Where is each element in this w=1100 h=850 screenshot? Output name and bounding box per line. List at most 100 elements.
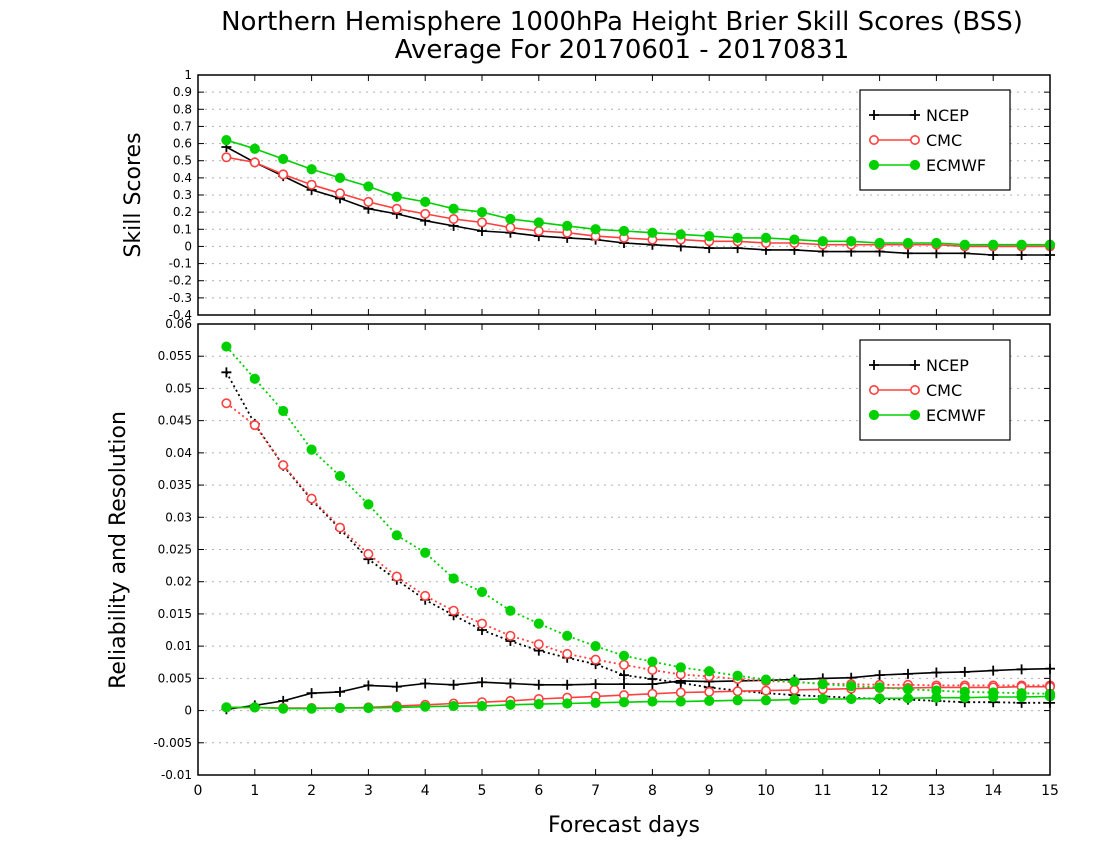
- data-point: [760, 674, 772, 685]
- x-tick-label: 10: [757, 783, 775, 799]
- legend-label: ECMWF: [926, 156, 986, 175]
- data-point: [619, 679, 629, 690]
- series-ecmwf: [221, 135, 1056, 250]
- y-tick-label: 0.005: [158, 671, 192, 685]
- bottom-y-axis-label: Reliability and Resolution: [106, 411, 131, 689]
- top-series: [221, 135, 1056, 260]
- x-tick-label: 12: [871, 783, 889, 799]
- y-tick-label: 0.035: [158, 478, 192, 492]
- data-point: [278, 169, 289, 180]
- data-point: [647, 679, 658, 690]
- legend-item-cmc: CMC: [868, 131, 962, 150]
- data-point: [817, 679, 828, 690]
- data-point: [760, 685, 771, 696]
- data-point: [789, 234, 800, 245]
- data-point: [533, 699, 544, 710]
- data-point: [732, 232, 743, 243]
- data-point: [476, 217, 487, 228]
- y-tick-label: 0.3: [173, 188, 192, 202]
- top-y-axis: -0.4 -0.3 -0.2 -0.1 0 0.1 0.2 0.3 0.4 0.5 0.6 0.7 0.…: [169, 68, 1050, 322]
- data-point: [306, 164, 317, 175]
- data-point: [789, 684, 800, 695]
- data-point: [249, 143, 260, 154]
- y-tick-label: 0.01: [165, 639, 192, 653]
- bottom-series: [221, 341, 1056, 715]
- legend-marker: [909, 135, 920, 146]
- data-point: [477, 226, 487, 236]
- data-point: [988, 691, 999, 703]
- data-point: [334, 702, 346, 714]
- data-point: [1016, 664, 1027, 675]
- data-point: [334, 172, 346, 183]
- data-point: [477, 677, 487, 688]
- x-tick-label: 4: [421, 783, 430, 799]
- data-point: [902, 684, 914, 695]
- data-point: [931, 667, 942, 678]
- data-point: [391, 530, 402, 541]
- y-tick-label: 0.05: [165, 381, 192, 395]
- y-tick-label: 0.025: [158, 543, 192, 557]
- data-point: [959, 239, 970, 250]
- data-point: [931, 248, 942, 259]
- data-point: [391, 191, 402, 202]
- data-point: [704, 695, 715, 707]
- data-point: [562, 698, 573, 709]
- y-tick-label: 0.02: [165, 575, 192, 589]
- data-point: [789, 694, 800, 705]
- data-point: [562, 648, 573, 659]
- data-point: [959, 666, 970, 677]
- y-tick-label: -0.3: [169, 291, 192, 305]
- data-point: [306, 444, 317, 455]
- data-point: [363, 702, 374, 714]
- y-tick-label: 0.2: [173, 205, 192, 219]
- data-point: [476, 586, 488, 598]
- data-point: [618, 697, 630, 708]
- data-point: [789, 676, 800, 687]
- data-point: [846, 236, 857, 247]
- x-tick-label: 11: [814, 783, 832, 799]
- data-point: [221, 398, 232, 409]
- data-point: [959, 692, 970, 703]
- reliability-resolution-panel: -0.01 -0.005 0 0.005 0.01 0.015 0.02 0.025 0.03 0…: [106, 317, 1059, 799]
- data-point: [1016, 250, 1027, 260]
- data-point: [334, 188, 345, 199]
- x-tick-label: 6: [534, 783, 543, 799]
- data-point: [306, 703, 317, 714]
- y-tick-label: 0.055: [158, 349, 192, 363]
- legend-marker: [910, 110, 920, 120]
- chart-title-line1: Northern Hemisphere 1000hPa Height Brier…: [221, 7, 1023, 37]
- data-point: [618, 659, 629, 670]
- data-point: [505, 678, 516, 689]
- data-point: [505, 213, 516, 225]
- data-point: [278, 153, 289, 165]
- data-point: [902, 693, 914, 704]
- legend-marker: [868, 159, 880, 171]
- data-point: [590, 679, 601, 690]
- series-ecmwf-reliability: [221, 691, 1056, 714]
- x-tick-label: 2: [307, 783, 316, 799]
- data-point: [533, 639, 544, 650]
- bottom-plot-frame: [197, 323, 1051, 776]
- data-point: [420, 196, 431, 207]
- x-tick-label: 1: [250, 783, 259, 799]
- legend-marker: [909, 384, 920, 395]
- data-point: [817, 693, 828, 705]
- top-plot-frame: [197, 74, 1051, 316]
- legend-marker: [869, 360, 879, 370]
- data-point: [647, 227, 658, 238]
- data-point: [476, 207, 488, 218]
- data-point: [249, 420, 260, 431]
- data-point: [391, 702, 402, 713]
- data-point: [249, 702, 260, 713]
- data-point: [704, 231, 715, 242]
- data-point: [448, 700, 459, 712]
- data-point: [448, 605, 459, 616]
- data-point: [874, 237, 885, 249]
- data-point: [675, 229, 686, 240]
- data-point: [363, 181, 374, 192]
- top-legend: NCEP CMC ECMWF: [859, 89, 1011, 191]
- legend-item-ncep: NCEP: [869, 106, 969, 125]
- y-tick-label: -0.1: [169, 257, 192, 271]
- data-point: [647, 656, 658, 667]
- data-point: [221, 135, 232, 146]
